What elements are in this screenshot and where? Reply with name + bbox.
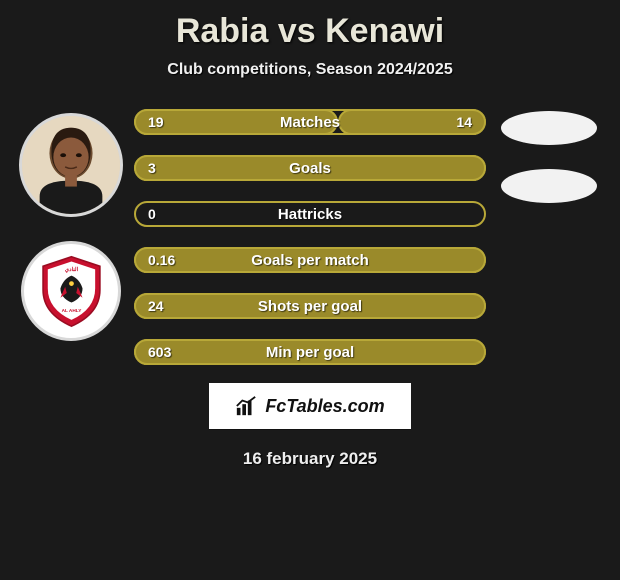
club-badge: النادي AL AHLY <box>21 241 121 341</box>
bar-left-fill <box>134 155 486 181</box>
stat-value-left: 603 <box>148 339 171 365</box>
svg-text:النادي: النادي <box>64 265 78 272</box>
comparison-card: Rabia vs Kenawi Club competitions, Seaso… <box>0 0 620 580</box>
main-row: النادي AL AHLY 1914Matches3Goals0Hattric… <box>8 103 612 365</box>
chart-icon <box>235 395 257 417</box>
stat-value-left: 0.16 <box>148 247 175 273</box>
brand-text: FcTables.com <box>265 396 384 417</box>
bar-left-fill <box>134 293 486 319</box>
placeholder-oval <box>501 111 597 145</box>
svg-text:AL AHLY: AL AHLY <box>61 308 82 314</box>
stat-row: 603Min per goal <box>134 339 486 365</box>
right-column <box>494 103 604 203</box>
stat-value-left: 24 <box>148 293 164 319</box>
bar-left-fill <box>134 109 338 135</box>
page-title: Rabia vs Kenawi <box>176 12 444 51</box>
bar-track <box>134 201 486 227</box>
stat-row: 0Hattricks <box>134 201 486 227</box>
player-avatar <box>19 113 123 217</box>
left-column: النادي AL AHLY <box>16 103 126 341</box>
bar-left-fill <box>134 247 486 273</box>
subtitle: Club competitions, Season 2024/2025 <box>167 61 452 79</box>
stat-value-left: 0 <box>148 201 156 227</box>
avatar-silhouette-icon <box>22 116 120 214</box>
placeholder-oval <box>501 169 597 203</box>
date-label: 16 february 2025 <box>243 449 377 469</box>
stat-row: 0.16Goals per match <box>134 247 486 273</box>
stat-value-left: 19 <box>148 109 164 135</box>
stat-value-left: 3 <box>148 155 156 181</box>
stat-row: 1914Matches <box>134 109 486 135</box>
stat-row: 3Goals <box>134 155 486 181</box>
brand-badge[interactable]: FcTables.com <box>209 383 410 429</box>
bar-left-fill <box>134 339 486 365</box>
stats-bars: 1914Matches3Goals0Hattricks0.16Goals per… <box>134 103 486 365</box>
stat-row: 24Shots per goal <box>134 293 486 319</box>
club-crest-icon: النادي AL AHLY <box>32 252 111 331</box>
stat-value-right: 14 <box>456 109 472 135</box>
